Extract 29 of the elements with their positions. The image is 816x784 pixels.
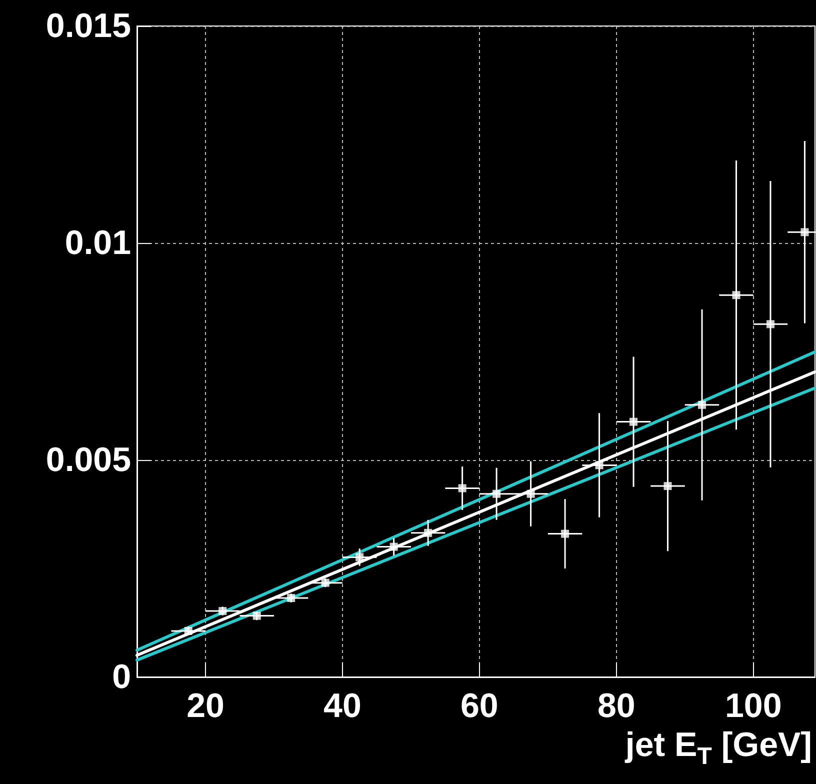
point xyxy=(184,626,192,635)
point xyxy=(595,461,604,470)
x-axis-title: jet E$_{T}$ [GeV] xyxy=(625,726,812,771)
x-tick-label: 40 xyxy=(324,687,362,725)
y-tick-label: 0 xyxy=(112,658,131,696)
point xyxy=(732,291,740,300)
y-tick-label: 0.015 xyxy=(46,7,131,45)
point xyxy=(664,482,672,490)
x-tick-label: 80 xyxy=(597,687,636,725)
point xyxy=(356,553,364,562)
point xyxy=(492,490,501,498)
x-tick-label: 60 xyxy=(460,687,498,725)
point xyxy=(424,528,432,537)
point xyxy=(561,530,570,538)
point xyxy=(800,228,809,236)
point xyxy=(458,484,466,492)
point xyxy=(526,490,535,498)
x-tick-label: 20 xyxy=(186,687,224,725)
point xyxy=(766,320,774,328)
point xyxy=(630,418,638,426)
y-tick-label: 0.01 xyxy=(64,224,131,262)
point xyxy=(390,542,398,551)
point xyxy=(252,612,261,620)
point xyxy=(321,578,330,587)
point xyxy=(698,400,706,409)
y-tick-label: 0.005 xyxy=(46,441,131,479)
point xyxy=(218,607,227,616)
x-tick-label: 100 xyxy=(724,687,782,725)
point xyxy=(287,594,296,602)
